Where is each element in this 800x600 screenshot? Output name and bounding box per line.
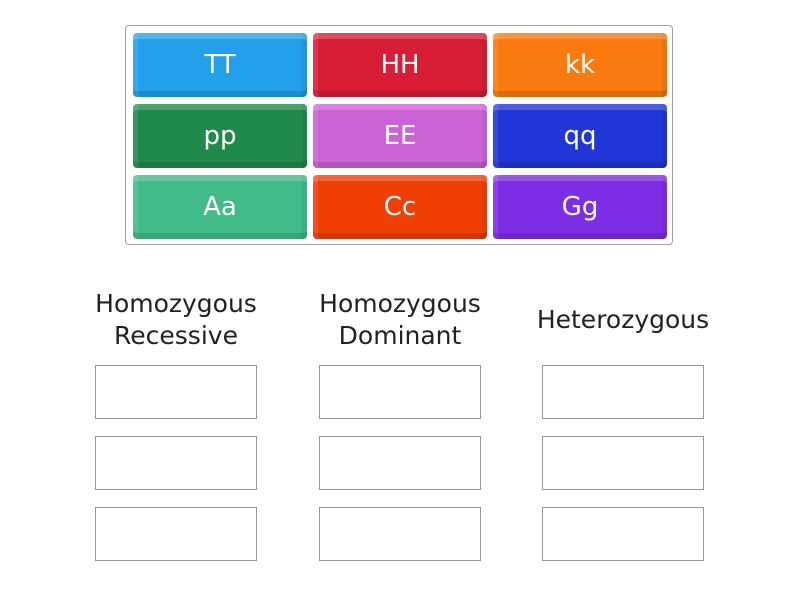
draggable-tile[interactable]: HH: [313, 33, 487, 97]
draggable-tile[interactable]: EE: [313, 104, 487, 168]
drop-slot[interactable]: [95, 365, 257, 419]
draggable-tile[interactable]: qq: [493, 104, 667, 168]
drop-slot[interactable]: [319, 507, 481, 561]
draggable-tile[interactable]: pp: [133, 104, 307, 168]
drop-slot[interactable]: [319, 365, 481, 419]
draggable-tile[interactable]: Aa: [133, 175, 307, 239]
drop-slot[interactable]: [95, 436, 257, 490]
draggable-tile[interactable]: TT: [133, 33, 307, 97]
drop-slot[interactable]: [542, 365, 704, 419]
tile-bank: TT HH kk pp EE qq Aa Cc Gg: [125, 25, 673, 245]
drop-slot[interactable]: [542, 436, 704, 490]
draggable-tile[interactable]: Gg: [493, 175, 667, 239]
drop-slot[interactable]: [319, 436, 481, 490]
category-header: Homozygous Recessive: [95, 289, 257, 350]
category-header: Homozygous Dominant: [319, 289, 481, 350]
category-header: Heterozygous: [536, 305, 710, 334]
draggable-tile[interactable]: Cc: [313, 175, 487, 239]
draggable-tile[interactable]: kk: [493, 33, 667, 97]
drop-slot[interactable]: [542, 507, 704, 561]
drop-slot[interactable]: [95, 507, 257, 561]
